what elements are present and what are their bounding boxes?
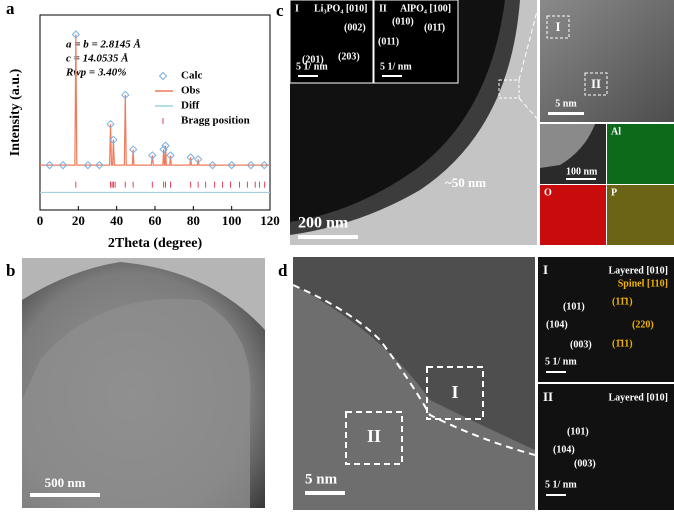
spot-label: (104) xyxy=(553,444,575,455)
x-tick-label: 40 xyxy=(110,213,123,228)
calc-marker xyxy=(193,155,203,164)
zone-axis: Spinel [110] xyxy=(618,278,668,289)
calc-marker xyxy=(186,153,195,162)
x-tick-label: 100 xyxy=(222,213,242,228)
spot-label: (104) xyxy=(546,319,568,330)
region-label: II xyxy=(591,76,601,91)
spot-label: (002) xyxy=(344,22,366,33)
panel-label: a xyxy=(6,0,15,18)
series-line xyxy=(40,34,270,166)
annotation: a = b = 2.8145 Å xyxy=(66,39,141,51)
eds-map-label: O xyxy=(544,187,552,198)
inset-title: AlPO₄ [100] xyxy=(400,3,451,14)
calc-marker xyxy=(161,141,170,150)
annotation: c = 14.0535 Å xyxy=(66,53,129,65)
spot-label: (220) xyxy=(632,319,654,330)
inset-label: II xyxy=(379,3,387,14)
fft-label: I xyxy=(543,262,548,277)
x-tick-label: 20 xyxy=(72,213,85,228)
spot-label: (201) xyxy=(302,54,324,65)
inset-label: I xyxy=(295,3,299,14)
sem-image: 500 nm xyxy=(22,258,265,508)
scale-bar-label: 5 1/ nm xyxy=(380,61,412,72)
scale-bar-label: 200 nm xyxy=(298,215,349,232)
scale-bar-label: 5 1/ nm xyxy=(296,61,328,72)
scale-bar-label: 500 nm xyxy=(45,475,86,490)
region-label: II xyxy=(367,426,381,446)
y-axis-title: Intensity (a.u.) xyxy=(8,68,23,156)
spot-label: (101) xyxy=(567,426,589,437)
legend-label: Obs xyxy=(181,85,201,97)
x-tick-label: 80 xyxy=(187,213,200,228)
x-tick-label: 60 xyxy=(149,213,162,228)
inset-title: Li₃PO₄ [010] xyxy=(314,3,368,14)
calc-marker xyxy=(45,160,54,170)
calc-marker xyxy=(148,151,157,160)
eds-map-label: P xyxy=(611,187,617,198)
calc-marker xyxy=(246,160,256,170)
spot-label: (101) xyxy=(563,301,585,312)
spot-label: (203) xyxy=(338,51,360,62)
spot-label: (11̄1) xyxy=(612,296,633,307)
hrtem-image: I II 5 nm I Layered [010] Spinel [110] (… xyxy=(292,257,674,510)
calc-marker xyxy=(95,160,104,170)
calc-marker xyxy=(128,145,138,154)
fft-label: II xyxy=(543,389,553,404)
spot-label: (010) xyxy=(392,16,414,27)
scale-bar-label: 5 nm xyxy=(305,471,338,487)
scale-bar-label: 5 1/ nm xyxy=(545,356,577,367)
scale-bar-label: 100 nm xyxy=(566,166,598,177)
tem-image: I Li₃PO₄ [010] (002) (201) (203) 5 1/ nm… xyxy=(289,0,674,245)
region-label: I xyxy=(555,19,560,34)
panel-label: d xyxy=(278,261,288,280)
spot-label: (011) xyxy=(378,36,399,47)
legend-label: Diff xyxy=(181,100,200,112)
calc-marker xyxy=(121,90,130,100)
calc-marker xyxy=(227,160,236,170)
scale-bar-label: 5 1/ nm xyxy=(545,479,577,490)
calc-marker xyxy=(260,160,269,170)
x-tick-label: 0 xyxy=(37,213,44,228)
panel-label: c xyxy=(276,1,284,20)
zone-axis: Layered [010] xyxy=(608,265,668,276)
calc-marker xyxy=(109,135,118,145)
spot-label: (003) xyxy=(574,458,596,469)
region-label: I xyxy=(451,382,458,402)
calc-marker xyxy=(208,160,217,170)
x-tick-label: 120 xyxy=(260,213,280,228)
thickness-label: ~50 nm xyxy=(445,175,486,190)
legend-label: Calc xyxy=(181,70,203,82)
x-axis-title: 2Theta (degree) xyxy=(108,236,203,251)
spot-label: (1̄11) xyxy=(612,338,633,349)
panel-label: b xyxy=(6,261,15,280)
zone-axis: Layered [010] xyxy=(608,392,668,403)
legend-label: Bragg position xyxy=(181,115,250,127)
xrd-chart: 0 20 40 60 80 100 120 2Theta (degree) Intensity … xyxy=(8,14,280,251)
calc-marker xyxy=(106,119,115,129)
legend-marker xyxy=(158,71,168,81)
calc-marker xyxy=(71,30,81,39)
calc-marker xyxy=(83,160,93,170)
eds-map-label: Al xyxy=(611,126,621,137)
annotation: Rwp = 3.40% xyxy=(65,67,126,79)
scale-bar-label: 5 nm xyxy=(555,98,577,109)
calc-marker xyxy=(166,151,175,160)
spot-label: (003) xyxy=(570,339,592,350)
calc-marker xyxy=(58,160,68,170)
spot-label: (011̄) xyxy=(424,22,445,33)
